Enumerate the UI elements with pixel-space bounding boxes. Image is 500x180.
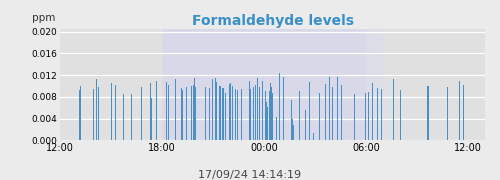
Bar	[131, 94, 132, 140]
Bar	[141, 87, 142, 140]
Bar	[459, 81, 460, 140]
Bar	[200, 82, 202, 140]
Bar	[271, 87, 272, 140]
Bar	[354, 94, 355, 140]
Bar	[186, 87, 187, 140]
Bar	[237, 90, 238, 140]
Bar	[176, 87, 177, 140]
Bar	[181, 88, 182, 140]
Bar	[147, 88, 148, 140]
Bar	[195, 87, 196, 140]
Bar	[463, 86, 464, 140]
Text: ppm: ppm	[32, 13, 56, 23]
Bar	[271, 89, 272, 140]
Bar	[230, 83, 231, 140]
Bar	[350, 81, 352, 140]
Bar	[276, 117, 277, 140]
Bar	[332, 87, 333, 140]
Bar	[194, 78, 195, 140]
Bar	[222, 88, 223, 140]
Bar	[65, 86, 66, 140]
Bar	[164, 100, 165, 140]
Bar	[299, 124, 300, 140]
Bar	[252, 89, 253, 140]
Bar	[381, 89, 382, 140]
Bar	[265, 91, 266, 140]
Bar	[111, 83, 112, 140]
Bar	[133, 31, 134, 140]
Bar	[220, 86, 221, 140]
Bar	[150, 83, 151, 140]
Bar	[269, 125, 270, 140]
Bar	[232, 86, 233, 140]
Bar	[219, 86, 220, 140]
Bar	[319, 93, 320, 140]
Bar	[372, 88, 373, 140]
Bar	[122, 84, 124, 140]
Text: 17/09/24 14:14:19: 17/09/24 14:14:19	[198, 170, 302, 180]
Title: Formaldehyde levels: Formaldehyde levels	[192, 14, 354, 28]
Bar	[162, 31, 163, 140]
Bar	[229, 84, 230, 140]
Bar	[182, 90, 183, 140]
Bar	[185, 77, 186, 140]
Bar	[144, 99, 146, 140]
Bar	[241, 89, 242, 140]
Bar	[151, 98, 152, 140]
Bar	[261, 84, 262, 140]
Bar	[216, 82, 217, 140]
Bar	[291, 100, 292, 140]
Bar	[427, 86, 428, 140]
Bar	[341, 85, 342, 140]
Bar	[305, 110, 306, 140]
Bar	[253, 87, 254, 140]
Bar	[267, 107, 268, 140]
Bar	[400, 90, 401, 140]
Bar	[270, 84, 271, 140]
Bar	[212, 79, 213, 140]
Bar	[98, 87, 99, 140]
Bar	[166, 82, 167, 140]
Bar	[162, 29, 366, 140]
Bar	[250, 89, 251, 140]
Bar	[166, 85, 167, 140]
Bar	[156, 81, 157, 140]
Bar	[168, 85, 169, 140]
Bar	[266, 102, 267, 140]
Bar	[272, 97, 273, 140]
Bar	[368, 92, 369, 140]
Bar	[267, 118, 268, 140]
Bar	[377, 88, 378, 140]
Bar	[172, 86, 174, 140]
Bar	[332, 84, 334, 140]
Bar	[96, 79, 97, 140]
Bar	[115, 85, 116, 140]
Bar	[147, 87, 148, 140]
Bar	[209, 88, 210, 140]
Bar	[205, 87, 206, 140]
Bar	[447, 87, 448, 140]
Bar	[225, 93, 226, 140]
Bar	[297, 121, 298, 140]
Bar	[186, 92, 188, 140]
Bar	[313, 132, 314, 140]
Bar	[262, 81, 263, 140]
Bar	[372, 83, 373, 140]
Bar	[283, 77, 284, 140]
Bar	[79, 90, 80, 140]
Bar	[293, 98, 294, 140]
Bar	[452, 89, 453, 140]
Bar	[366, 29, 383, 140]
Bar	[123, 94, 124, 140]
Bar	[273, 72, 274, 140]
Bar	[206, 89, 208, 140]
Bar	[381, 83, 382, 140]
Bar	[73, 84, 74, 140]
Bar	[80, 86, 81, 140]
Bar	[329, 77, 330, 140]
